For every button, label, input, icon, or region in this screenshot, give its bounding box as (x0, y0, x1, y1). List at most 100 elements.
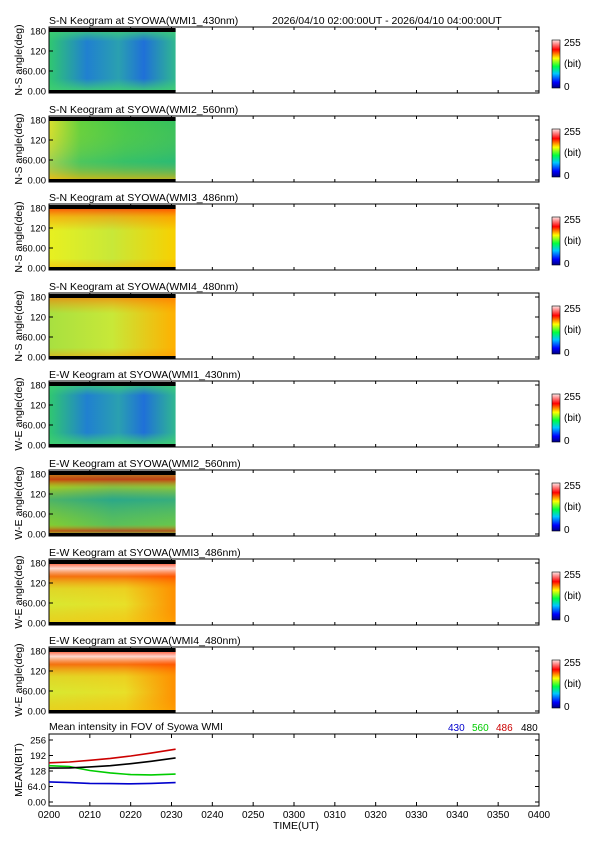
y-tick-label: 120 (30, 224, 46, 235)
colorbar-max-label: 255 (564, 570, 581, 581)
keogram-title: S-N Keogram at SYOWA(WMI1_430nm) (49, 15, 238, 27)
time-range-label: 2026/04/10 02:00:00UT - 2026/04/10 04:00… (272, 15, 502, 27)
mean-intensity-title: Mean intensity in FOV of Syowa WMI (49, 721, 223, 733)
y-tick-label: 180 (30, 647, 46, 658)
keogram-image (49, 471, 176, 536)
colorbar-unit-label: (bit) (564, 59, 581, 70)
x-tick-label: 0320 (365, 810, 388, 821)
y-axis-label: W-E angle(deg) (13, 555, 25, 628)
colorbar-max-label: 255 (564, 215, 581, 226)
y-tick-label: 180 (30, 27, 46, 38)
colorbar-unit-label: (bit) (564, 591, 581, 602)
keogram-title: S-N Keogram at SYOWA(WMI3_486nm) (49, 192, 238, 204)
y-tick-label: 120 (30, 490, 46, 501)
y-tick-label: 0.00 (28, 264, 47, 275)
legend-430: 430 (448, 723, 465, 734)
keogram-image (49, 117, 176, 182)
x-tick-label: 0220 (120, 810, 143, 821)
keogram-panel-5: E-W Keogram at SYOWA(WMI1_430nm)180 120 60… (13, 369, 581, 452)
colorbar-max-label: 255 (564, 481, 581, 492)
series-line-560 (48, 764, 176, 776)
y-tick-label: 120 (30, 667, 46, 678)
colorbar-unit-label: (bit) (564, 325, 581, 336)
x-tick-label: 0340 (446, 810, 469, 821)
line-y-tick-label: 64.0 (28, 782, 47, 793)
colorbar (551, 482, 561, 532)
colorbar-unit-label: (bit) (564, 502, 581, 513)
keogram-panel-3: S-N Keogram at SYOWA(WMI3_486nm)180 120 60… (13, 192, 581, 275)
legend-486: 486 (496, 723, 513, 734)
colorbar-unit-label: (bit) (564, 413, 581, 424)
mean-intensity-panel: Mean intensity in FOV of Syowa WMI 430 560… (13, 721, 551, 832)
y-tick-label: 60.00 (22, 510, 46, 521)
colorbar-unit-label: (bit) (564, 148, 581, 159)
colorbar-min-label: 0 (564, 348, 570, 359)
y-tick-label: 120 (30, 579, 46, 590)
y-tick-label: 180 (30, 116, 46, 127)
keogram-panel-7: E-W Keogram at SYOWA(WMI3_486nm)180 120 60… (13, 547, 581, 630)
y-tick-label: 60.00 (22, 333, 46, 344)
legend-560: 560 (472, 723, 489, 734)
colorbar-max-label: 255 (564, 38, 581, 49)
y-tick-label: 0.00 (28, 530, 47, 541)
line-y-tick-label: 128 (30, 767, 46, 778)
keogram-title: S-N Keogram at SYOWA(WMI4_480nm) (49, 281, 238, 293)
y-tick-label: 60.00 (22, 67, 46, 78)
x-tick-label: 0240 (201, 810, 224, 821)
line-y-axis-label: MEAN(BIT) (13, 743, 25, 797)
y-tick-label: 60.00 (22, 156, 46, 167)
keogram-title: E-W Keogram at SYOWA(WMI3_486nm) (49, 547, 241, 559)
y-axis-label: W-E angle(deg) (13, 643, 25, 716)
line-y-tick-label: 256 (30, 736, 46, 747)
y-tick-label: 120 (30, 47, 46, 58)
colorbar (551, 393, 561, 443)
keogram-panel-8: E-W Keogram at SYOWA(WMI4_480nm)180 120 60… (13, 635, 581, 718)
colorbar-min-label: 0 (564, 82, 570, 93)
colorbar (551, 659, 561, 709)
y-axis-label: N-S angle(deg) (13, 113, 25, 184)
series-line-486 (48, 748, 176, 764)
colorbar (551, 39, 561, 89)
x-tick-label: 0310 (324, 810, 347, 821)
legend-480: 480 (521, 723, 538, 734)
colorbar-unit-label: (bit) (564, 679, 581, 690)
y-tick-label: 0.00 (28, 619, 47, 630)
y-axis-label: N-S angle(deg) (13, 201, 25, 272)
colorbar (551, 571, 561, 621)
y-tick-label: 60.00 (22, 421, 46, 432)
keogram-image (49, 648, 176, 713)
y-tick-label: 0.00 (28, 707, 47, 718)
keogram-image (49, 560, 176, 625)
x-tick-label: 0250 (242, 810, 265, 821)
keogram-panel-4: S-N Keogram at SYOWA(WMI4_480nm)180 120 60… (13, 281, 581, 364)
y-axis-label: W-E angle(deg) (13, 466, 25, 539)
y-tick-label: 120 (30, 136, 46, 147)
y-tick-label: 180 (30, 559, 46, 570)
x-axis-label: TIME(UT) (273, 820, 319, 832)
series-line-480 (48, 757, 176, 769)
keogram-image (49, 205, 176, 270)
y-tick-label: 0.00 (28, 176, 47, 187)
keogram-image (49, 28, 176, 93)
y-tick-label: 180 (30, 381, 46, 392)
colorbar-max-label: 255 (564, 304, 581, 315)
keogram-panel-1: S-N Keogram at SYOWA(WMI1_430nm) 2026/04/… (13, 15, 581, 98)
y-tick-label: 180 (30, 293, 46, 304)
y-tick-label: 120 (30, 401, 46, 412)
colorbar-unit-label: (bit) (564, 236, 581, 247)
colorbar-min-label: 0 (564, 436, 570, 447)
keogram-title: S-N Keogram at SYOWA(WMI2_560nm) (49, 104, 238, 116)
x-tick-label: 0330 (405, 810, 428, 821)
keogram-image (49, 382, 176, 447)
y-tick-label: 60.00 (22, 244, 46, 255)
y-tick-label: 180 (30, 470, 46, 481)
y-tick-label: 0.00 (28, 441, 47, 452)
keogram-title: E-W Keogram at SYOWA(WMI4_480nm) (49, 635, 241, 647)
x-tick-label: 0400 (528, 810, 551, 821)
y-tick-label: 0.00 (28, 87, 47, 98)
colorbar-max-label: 255 (564, 392, 581, 403)
keogram-title: E-W Keogram at SYOWA(WMI1_430nm) (49, 369, 241, 381)
colorbar (551, 216, 561, 266)
colorbar-max-label: 255 (564, 658, 581, 669)
